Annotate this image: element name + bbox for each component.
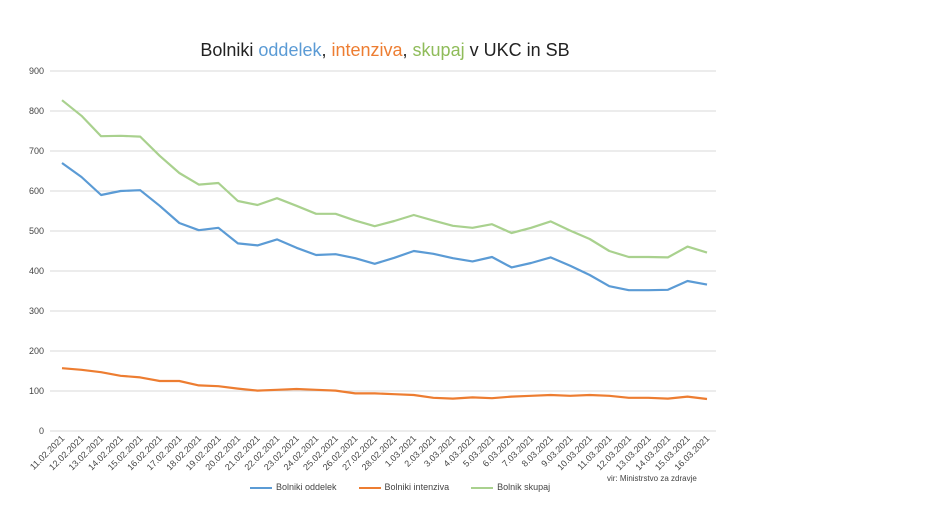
y-tick-label: 500	[29, 226, 44, 236]
legend-label: Bolnik skupaj	[497, 482, 551, 492]
title-part: intenziva	[331, 40, 403, 60]
y-tick-label: 400	[29, 266, 44, 276]
series-line-0	[61, 162, 708, 292]
y-tick-label: 0	[39, 426, 44, 436]
y-tick-label: 700	[29, 146, 44, 156]
legend-label: Bolniki oddelek	[276, 482, 337, 492]
y-tick-label: 100	[29, 386, 44, 396]
y-tick-label: 900	[29, 66, 44, 76]
y-tick-label: 200	[29, 346, 44, 356]
title-part: v UKC in SB	[464, 40, 570, 60]
title-part: skupaj	[412, 40, 465, 60]
series-line-1	[61, 367, 708, 401]
legend-item-intenziva: Bolniki intenziva	[358, 482, 450, 492]
chart-title: Bolniki oddelek, intenziva, skupaj v UKC…	[0, 40, 770, 61]
title-part: ,	[321, 40, 332, 60]
source-note: vir: Ministrstvo za zdravje	[607, 474, 697, 483]
legend-label: Bolniki intenziva	[384, 482, 450, 492]
legend-item-oddelek: Bolniki oddelek	[250, 482, 337, 492]
y-tick-label: 300	[29, 306, 44, 316]
series-line-2	[61, 99, 708, 259]
y-tick-label: 800	[29, 106, 44, 116]
title-part: oddelek	[258, 40, 322, 60]
legend-item-skupaj: Bolnik skupaj	[471, 482, 550, 492]
legend: Bolniki oddelek Bolniki intenziva Bolnik…	[250, 482, 550, 492]
title-part: ,	[402, 40, 413, 60]
y-tick-label: 600	[29, 186, 44, 196]
title-part: Bolniki	[200, 40, 259, 60]
